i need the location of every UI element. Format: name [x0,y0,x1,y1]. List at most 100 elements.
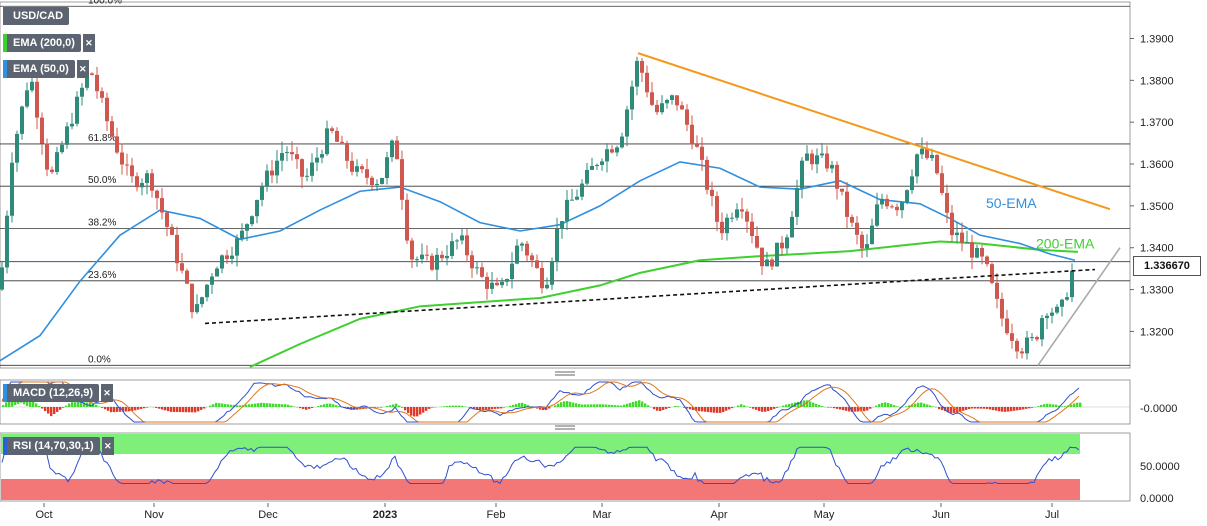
candle-body [815,155,819,165]
candle-body [545,284,549,289]
macd-tag[interactable]: MACD (12,26,9) ✕ [3,384,114,402]
macd-histogram-bar [380,407,383,408]
macd-histogram-bar [170,407,173,412]
instrument-tag[interactable]: USD/CAD [3,7,70,25]
fib-level-label: 0.0% [88,354,111,365]
candle-body [70,123,74,127]
candle-body [900,202,904,211]
candle-body [895,206,899,211]
macd-histogram-bar [329,403,332,407]
macd-histogram-bar [611,404,614,407]
candle-body [1050,312,1054,316]
candle-body [395,140,399,160]
candle-body [160,198,164,213]
macd-histogram-bar [725,407,728,411]
macd-histogram-bar [188,407,191,413]
macd-histogram-bar [38,405,41,407]
candle-body [685,109,689,125]
macd-histogram-bar [620,405,623,407]
macd-histogram-bar [890,404,893,407]
macd-swatch [3,384,7,402]
macd-histogram-bar [488,407,491,410]
rsi-path [1,446,1080,485]
current-price-label: 1.336670 [1133,256,1201,276]
close-icon[interactable]: ✕ [101,437,114,455]
rsi-overbought-zone [1,434,1080,454]
candle-body [390,140,394,158]
price-tick-label: 1.3300 [1140,285,1174,297]
macd-histogram-bar [917,402,920,407]
close-icon[interactable]: ✕ [82,34,95,52]
macd-histogram-bar [668,407,671,408]
macd-histogram-bar [992,407,995,411]
pane-resize-handle[interactable] [555,425,575,430]
candle-body [10,162,14,216]
candle-body [115,136,119,153]
macd-histogram-bar [773,407,776,409]
candle-body [640,60,644,73]
macd-histogram-bar [878,404,881,407]
candle-body [630,86,634,110]
candle-body [680,105,684,110]
macd-histogram-bar [293,406,296,407]
ema200-tag[interactable]: EMA (200,0) ✕ [3,34,95,52]
candle-body [165,212,169,227]
macd-histogram-bar [287,404,290,407]
macd-histogram-bar [887,402,890,407]
candle-body [890,206,894,208]
macd-histogram-bar [473,407,476,409]
candle-body [540,267,544,289]
macd-histogram-bar [98,406,101,407]
candle-body [445,255,449,259]
macd-histogram-bar [707,407,710,413]
macd-axis-label: -0.0000 [1140,403,1177,415]
candle-body [835,164,839,189]
close-icon[interactable]: ✕ [76,60,89,78]
macd-histogram-bar [1052,404,1055,407]
time-tick-label: Jun [932,509,950,521]
macd-histogram-bar [698,407,701,412]
candle-body [135,176,139,188]
ema200-annotation: 200-EMA [1036,235,1095,251]
ema200-path [249,240,1079,368]
macd-histogram-bar [1040,404,1043,407]
macd-histogram-bar [581,404,584,407]
macd-histogram-bar [176,407,179,413]
macd-histogram-bar [401,407,404,408]
macd-histogram-bar [1022,407,1025,410]
ema-annotations: 50-EMA 200-EMA [986,195,1095,252]
pane-resize-handle[interactable] [555,371,575,376]
macd-histogram-bar [545,407,548,411]
close-icon[interactable]: ✕ [101,384,114,402]
rsi-tag[interactable]: RSI (14,70,30,1) ✕ [3,437,114,455]
candle-body [730,217,734,219]
macd-histogram-bar [485,407,488,410]
ema50-tag[interactable]: EMA (50,0) ✕ [3,60,89,78]
macd-histogram-bar [470,407,473,408]
macd-histogram-bar [893,405,896,407]
macd-histogram-bar [299,407,302,409]
candle-body [470,255,474,269]
candle-body [1040,318,1044,340]
ema200-swatch [3,34,7,52]
macd-histogram-bar [866,407,869,411]
candle-body [930,154,934,159]
macd-histogram-bar [104,407,107,410]
candle-body [520,243,524,246]
candle-body [535,260,539,268]
macd-histogram-bar [635,401,638,407]
candle-body [435,254,439,270]
macd-histogram-bar [770,407,773,410]
macd-histogram-bar [908,405,911,407]
macd-histogram-bar [512,404,515,407]
macd-histogram-bar [1025,407,1028,409]
candle-body [795,188,799,217]
macd-histogram-bar [1031,407,1034,408]
macd-histogram-bar [860,407,863,412]
ema50-annotation: 50-EMA [986,195,1037,211]
macd-histogram-bar [275,403,278,407]
macd-histogram-bar [266,403,269,407]
macd-histogram-bar [986,407,989,409]
macd-histogram-bar [407,407,410,413]
